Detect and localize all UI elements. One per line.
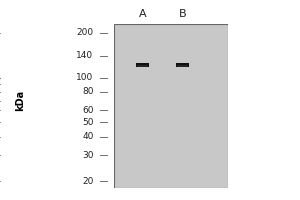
Text: 60: 60	[82, 106, 94, 115]
Text: 40: 40	[82, 132, 94, 141]
Bar	[137, 65, 148, 67]
Text: 30: 30	[82, 151, 94, 160]
Text: 50: 50	[82, 118, 94, 127]
Text: 100: 100	[76, 73, 94, 82]
Text: 20: 20	[82, 177, 94, 186]
Text: B: B	[178, 9, 186, 19]
Bar	[177, 65, 188, 67]
Text: 80: 80	[82, 87, 94, 96]
Text: 200: 200	[76, 28, 94, 37]
Text: 140: 140	[76, 51, 94, 60]
Bar	[176, 63, 189, 67]
Bar	[136, 63, 149, 67]
Text: kDa: kDa	[16, 90, 26, 111]
Text: A: A	[139, 9, 146, 19]
